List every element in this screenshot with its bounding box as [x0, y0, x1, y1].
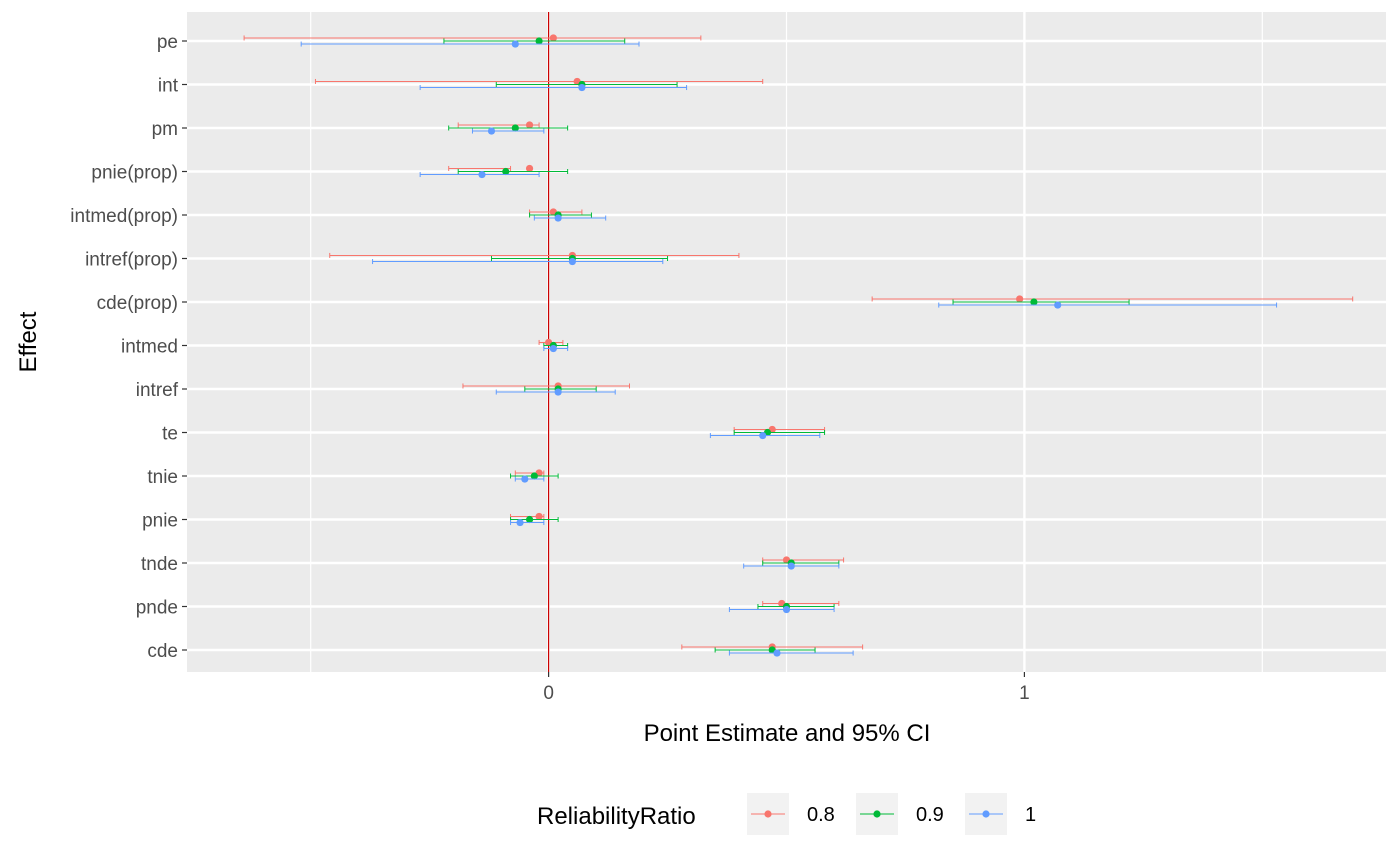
point-estimate: [516, 518, 524, 527]
point-estimate: [525, 121, 534, 129]
y-tick-label: pe: [157, 32, 178, 53]
legend-key-point: [982, 810, 990, 818]
y-tick-label: intmed(prop): [70, 206, 178, 227]
legend-keys: 0.8 0.9 1: [747, 793, 1036, 835]
y-tick-label: pnde: [136, 598, 178, 619]
point-estimate: [511, 40, 519, 48]
point-estimate: [478, 170, 486, 179]
point-estimate: [525, 515, 534, 524]
y-tick-label: tnde: [141, 554, 178, 575]
point-estimate: [554, 214, 562, 222]
legend-label: 0.9: [916, 804, 944, 826]
data-marks: [243, 34, 1354, 657]
y-tick-label: tnie: [147, 467, 178, 488]
point-estimate: [525, 164, 534, 173]
point-estimate: [549, 34, 557, 42]
y-tick-label: intmed: [121, 337, 178, 358]
y-tick-label: cde: [147, 641, 178, 662]
y-tick-label: pnie(prop): [91, 163, 178, 184]
x-tick-label: 0: [543, 683, 554, 704]
point-estimate: [1054, 301, 1062, 309]
point-estimate: [511, 124, 519, 132]
legend-title: ReliabilityRatio: [537, 803, 696, 830]
legend-label: 1: [1025, 804, 1036, 826]
point-estimate: [535, 512, 543, 521]
legend-label: 0.8: [807, 804, 835, 826]
y-tick-label: intref(prop): [85, 250, 178, 271]
point-estimate: [521, 475, 529, 483]
legend-item: 1: [965, 793, 1036, 835]
y-tick-label: intref: [136, 380, 179, 401]
point-estimate: [568, 257, 576, 266]
legend-key-point: [764, 810, 772, 818]
x-axis-title: Point Estimate and 95% CI: [644, 720, 931, 747]
y-tick-label: int: [158, 76, 179, 97]
series-0.8: [243, 34, 1354, 651]
point-estimate: [1016, 295, 1024, 303]
y-tick-label: pm: [152, 119, 178, 140]
point-estimate: [554, 388, 562, 396]
point-estimate: [1030, 298, 1038, 306]
point-estimate: [535, 37, 543, 45]
series-1: [300, 40, 1278, 657]
point-estimate: [578, 83, 586, 92]
legend: ReliabilityRatio 0.8 0.9 1: [537, 793, 1036, 835]
point-estimate: [502, 167, 510, 176]
y-axis-title: Effect: [15, 311, 42, 372]
point-estimate: [549, 344, 557, 353]
y-tick-label: te: [162, 424, 178, 445]
point-estimate: [530, 472, 538, 480]
legend-item: 0.8: [747, 793, 835, 835]
point-estimate: [759, 431, 767, 440]
point-estimate: [773, 649, 781, 657]
y-tick-label: cde(prop): [97, 293, 178, 314]
y-tick-label: pnie: [142, 511, 178, 532]
x-tick-label: 1: [1019, 683, 1030, 704]
point-estimate: [787, 562, 795, 570]
y-axis: pe int pm pnie(prop) intmed(prop) intref(prop…: [70, 32, 187, 662]
legend-key-point: [873, 810, 881, 818]
point-estimate: [782, 605, 791, 614]
point-estimate: [487, 127, 496, 135]
legend-item: 0.9: [856, 793, 944, 835]
